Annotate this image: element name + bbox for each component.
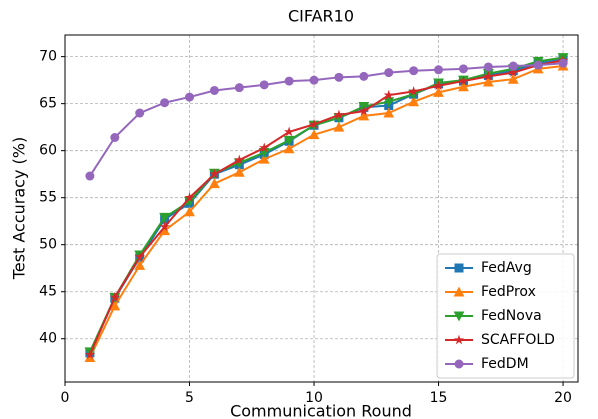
x-tick-label: 10: [305, 390, 323, 406]
data-point: [234, 83, 244, 93]
x-tick-label: 20: [554, 390, 572, 406]
data-point: [259, 142, 270, 153]
legend-marker: [454, 263, 464, 273]
data-point: [333, 121, 345, 132]
data-point: [284, 76, 294, 86]
data-point: [258, 153, 270, 164]
data-point: [184, 206, 195, 217]
data-point: [508, 61, 518, 71]
data-point: [159, 221, 170, 232]
legend-label: FedProx: [481, 284, 536, 300]
data-point: [283, 126, 295, 137]
legend-marker: [454, 359, 464, 369]
data-point: [482, 76, 494, 87]
data-point: [84, 349, 96, 360]
legend-marker: [453, 334, 465, 345]
data-point: [185, 92, 195, 102]
data-point: [134, 259, 146, 270]
series-line: [89, 65, 564, 358]
y-axis-label: Test Accuracy (%): [10, 137, 29, 280]
legend-label: FedAvg: [481, 260, 532, 276]
data-point: [159, 212, 171, 223]
data-point: [558, 58, 568, 68]
data-point: [209, 168, 220, 179]
data-point: [308, 118, 320, 129]
data-point: [458, 75, 469, 86]
data-point: [434, 65, 444, 75]
data-point: [383, 107, 395, 118]
y-tick-label: 60: [39, 143, 57, 159]
legend: FedAvg FedProx FedNova SCAFFOLD FedDM: [436, 253, 575, 379]
data-point: [508, 67, 519, 77]
data-point: [458, 64, 468, 74]
data-point: [483, 62, 493, 72]
data-point: [308, 129, 320, 140]
data-point: [333, 109, 345, 120]
x-tick-label: 15: [430, 390, 448, 406]
data-point: [483, 70, 494, 81]
data-point: [383, 89, 394, 100]
data-point: [507, 73, 519, 84]
legend-marker: [453, 311, 465, 322]
y-tick-label: 50: [39, 237, 57, 253]
legend-box: [436, 253, 575, 379]
data-point: [184, 192, 195, 203]
y-tick-label: 70: [39, 49, 57, 65]
data-point: [85, 171, 95, 181]
data-point: [334, 72, 344, 82]
x-axis-label: Communication Round: [230, 402, 412, 419]
y-tick-label: 45: [39, 284, 57, 300]
plot-frame: [64, 34, 579, 383]
data-point: [359, 71, 369, 81]
y-tick-label: 55: [39, 190, 57, 206]
y-tick-label: 40: [39, 331, 57, 347]
y-tick-label: 65: [39, 96, 57, 112]
data-point: [309, 75, 319, 85]
data-point: [383, 97, 395, 108]
data-point: [358, 105, 369, 116]
data-point: [408, 86, 419, 96]
data-point: [109, 300, 121, 311]
legend-label: FedDM: [481, 356, 529, 372]
legend-marker: [453, 286, 465, 297]
data-point: [409, 66, 419, 76]
data-point: [433, 80, 444, 91]
data-point: [458, 81, 469, 92]
x-tick-label: 0: [61, 390, 70, 406]
data-point: [283, 143, 295, 154]
data-point: [258, 148, 270, 158]
data-point: [358, 110, 370, 121]
data-point: [110, 133, 120, 143]
data-point: [433, 86, 444, 97]
data-point: [160, 98, 170, 108]
data-point: [209, 85, 219, 95]
data-point: [533, 60, 543, 70]
data-point: [233, 166, 245, 177]
data-point: [234, 154, 245, 165]
data-point: [384, 68, 394, 78]
data-point: [283, 135, 295, 146]
series-line: [88, 59, 564, 356]
data-point: [109, 291, 120, 302]
data-point: [135, 108, 145, 118]
data-point: [159, 225, 171, 236]
data-point: [408, 96, 420, 107]
chart-title: CIFAR10: [288, 7, 354, 26]
legend-label: SCAFFOLD: [481, 332, 555, 348]
x-tick-label: 5: [185, 390, 194, 406]
data-point: [259, 80, 269, 90]
legend-label: FedNova: [481, 308, 542, 324]
data-point: [209, 178, 220, 189]
data-point: [134, 251, 145, 262]
